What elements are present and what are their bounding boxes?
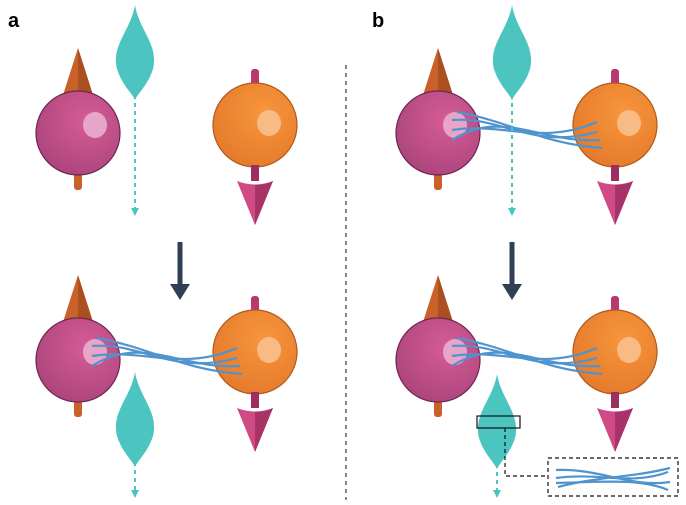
arrowhead — [131, 490, 139, 498]
photon — [116, 5, 154, 100]
orange-atom — [213, 296, 297, 452]
diagram: a b — [0, 0, 686, 505]
arrowhead — [508, 208, 516, 216]
orange-atom — [213, 69, 297, 225]
step-arrow — [502, 242, 522, 300]
panel-label: b — [372, 10, 384, 32]
panel-label: a — [8, 10, 20, 32]
arrowhead — [131, 208, 139, 216]
arrowhead — [493, 490, 501, 498]
step-arrow — [170, 242, 190, 300]
orange-atom — [573, 296, 657, 452]
photon — [478, 374, 516, 469]
photon — [493, 5, 531, 100]
pink-atom — [36, 48, 120, 190]
photon — [116, 372, 154, 467]
